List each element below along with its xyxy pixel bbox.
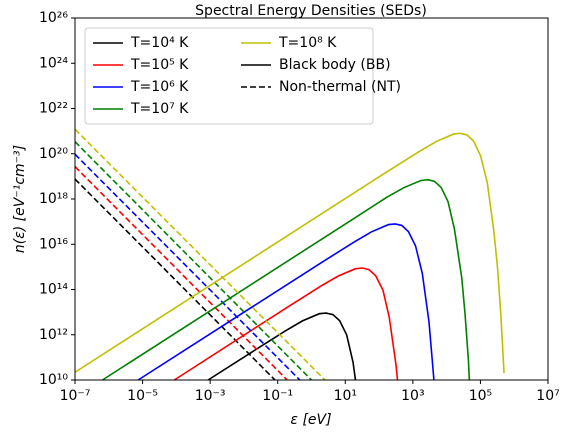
y-tick-label: 10¹⁴: [39, 282, 68, 298]
nt-line: [74, 153, 301, 381]
x-axis-label: ε [eV]: [290, 412, 331, 428]
legend-label: T=10⁷ K: [130, 101, 189, 117]
legend: T=10⁴ K T=10⁵ K T=10⁶ K T=10⁷ K T=10⁸ K Black…: [84, 27, 401, 125]
y-tick-label: 10²²: [39, 101, 68, 117]
bb-line: [137, 223, 435, 381]
legend-label: T=10⁴ K: [130, 35, 189, 51]
x-tick-label: 10¹: [334, 388, 357, 404]
y-tick-label: 10²⁶: [39, 10, 68, 26]
y-tick-label: 10¹⁰: [39, 372, 68, 388]
bb-line: [74, 132, 505, 374]
x-tick-label: 10⁻⁵: [127, 388, 158, 404]
nt-line: [74, 128, 326, 381]
legend-box: [84, 27, 374, 125]
legend-label: Non-thermal (NT): [279, 79, 401, 95]
nt-line: [74, 178, 276, 381]
bb-line: [102, 178, 471, 381]
legend-label: T=10⁵ K: [130, 57, 189, 73]
x-tick-label: 10⁻³: [195, 388, 226, 404]
y-tick-label: 10¹⁶: [39, 236, 68, 252]
x-tick-label: 10⁻¹: [262, 388, 293, 404]
x-tick-label: 10⁻⁷: [60, 388, 91, 404]
chart-title: Spectral Energy Densities (SEDs): [195, 3, 427, 19]
x-tick-label: 10³: [401, 388, 424, 404]
legend-label: T=10⁸ K: [278, 35, 337, 51]
y-tick-label: 10¹²: [39, 327, 68, 343]
y-axis-label: n(ε) [eV⁻¹cm⁻³]: [12, 145, 28, 253]
y-tick-label: 10²⁴: [39, 55, 68, 71]
bb-line: [207, 312, 357, 381]
y-tick-label: 10²⁰: [39, 146, 68, 162]
legend-label: Black body (BB): [279, 57, 391, 73]
x-tick-label: 10⁷: [536, 388, 559, 404]
nt-line: [74, 166, 288, 381]
plot-frame: [74, 17, 549, 381]
x-tick-label: 10⁵: [469, 388, 492, 404]
nt-line: [74, 141, 313, 381]
y-tick-label: 10¹⁸: [39, 191, 68, 207]
bb-line: [173, 267, 399, 381]
legend-label: T=10⁶ K: [130, 79, 189, 95]
